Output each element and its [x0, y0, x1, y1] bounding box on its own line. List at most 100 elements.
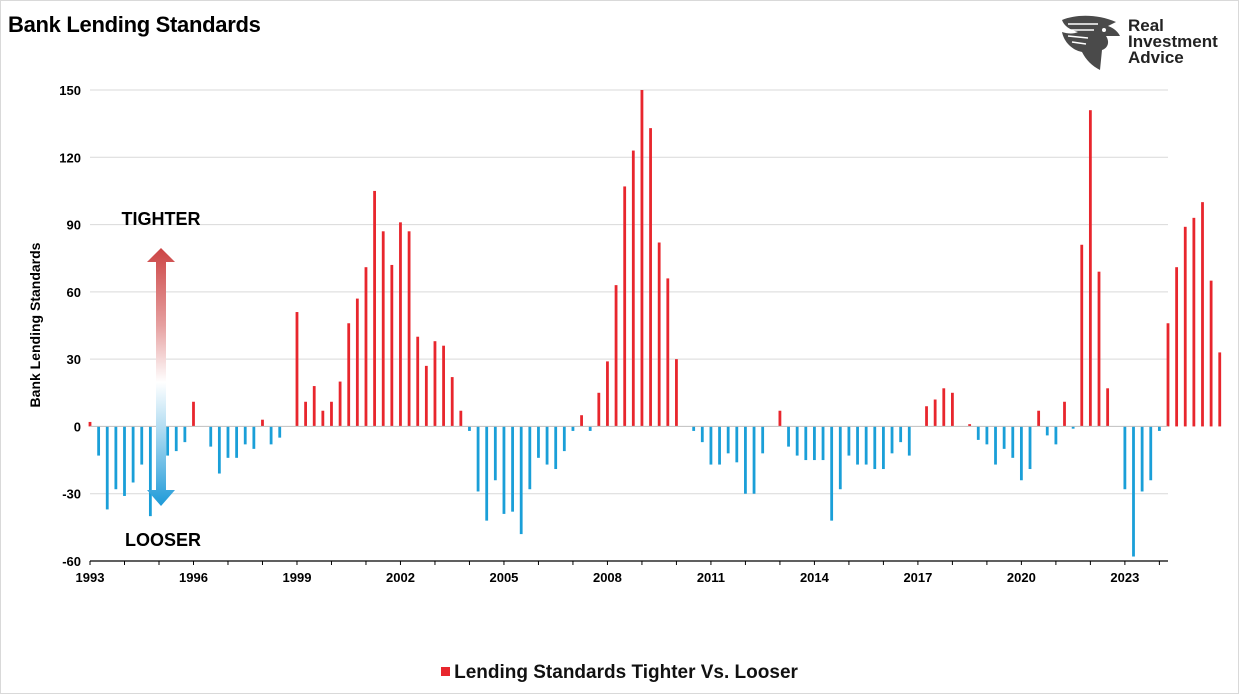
bar [649, 128, 652, 427]
bar [562, 426, 566, 452]
x-tick-label: 2005 [489, 570, 518, 585]
bar [1088, 110, 1092, 427]
bar [580, 415, 583, 427]
bar [1071, 426, 1075, 429]
bar [295, 312, 299, 427]
bar [166, 426, 170, 456]
bar [890, 426, 894, 454]
bar [399, 222, 402, 427]
brand-logo-text: Real Investment Advice [1128, 17, 1218, 67]
legend-label: Lending Standards Tighter Vs. Looser [454, 662, 798, 683]
bar [864, 426, 868, 465]
bar [821, 426, 825, 461]
y-tick-label: 150 [59, 83, 81, 98]
bar [312, 386, 316, 427]
bar [813, 426, 816, 461]
bar [131, 426, 135, 483]
bar [476, 426, 480, 492]
bar [493, 426, 497, 481]
bar [416, 336, 420, 427]
bar [692, 426, 696, 431]
y-tick-label: -60 [62, 554, 81, 569]
bar [183, 426, 187, 443]
bar [942, 388, 946, 427]
bar [597, 392, 601, 427]
bar [174, 426, 178, 452]
bar [1209, 280, 1213, 427]
bar [1140, 426, 1144, 492]
bar [1175, 267, 1179, 427]
looser-annotation: LOOSER [125, 530, 201, 550]
bar [718, 426, 721, 465]
bar [450, 377, 454, 427]
bar [519, 426, 523, 535]
bar [873, 426, 877, 470]
bar [511, 426, 514, 512]
bar [304, 401, 307, 427]
bar [88, 421, 92, 427]
bar [994, 426, 997, 465]
bar [424, 365, 428, 427]
legend: Lending Standards Tighter Vs. Looser [0, 662, 1239, 684]
bar [795, 426, 799, 456]
bar [226, 426, 230, 458]
bar [459, 410, 463, 427]
bar [1123, 426, 1127, 490]
bar [1149, 426, 1153, 481]
y-tick-label: 30 [67, 352, 81, 367]
bar [1054, 426, 1058, 445]
bar [347, 323, 351, 427]
y-tick-label: 0 [74, 419, 81, 434]
bar [1045, 426, 1049, 436]
bar [252, 426, 256, 449]
bar [1201, 202, 1204, 427]
bar [1002, 426, 1006, 449]
bar [838, 426, 842, 490]
bar [269, 426, 273, 445]
bar [1183, 226, 1187, 427]
bar [278, 426, 282, 438]
bar [381, 231, 385, 427]
bar [951, 392, 954, 427]
bar [856, 426, 859, 465]
brand-line: Advice [1128, 48, 1184, 67]
y-tick-label: 60 [67, 285, 81, 300]
bar [433, 341, 437, 427]
y-tick-label: 120 [59, 150, 81, 165]
bar [1166, 323, 1170, 427]
bar [105, 426, 109, 510]
bar [899, 426, 903, 443]
x-tick-label: 1996 [179, 570, 208, 585]
bar [321, 410, 325, 427]
bar [537, 426, 540, 458]
bar [830, 426, 834, 521]
bar [744, 426, 747, 494]
bar [338, 381, 342, 427]
bar [752, 426, 756, 494]
x-tick-label: 2008 [593, 570, 622, 585]
tighter-annotation: TIGHTER [122, 209, 201, 229]
y-tick-label: -30 [62, 487, 81, 502]
bar [1132, 426, 1135, 557]
bar [407, 231, 411, 427]
y-tick-labels: -60 -30 0 30 60 90 120 150 [59, 83, 81, 569]
bar [1192, 217, 1196, 427]
bar [192, 401, 195, 427]
bar [631, 150, 635, 427]
legend-swatch [441, 667, 451, 676]
bar [123, 426, 126, 496]
bar [442, 345, 445, 427]
bar [1080, 244, 1084, 427]
bar [217, 426, 221, 474]
bar [148, 426, 152, 517]
x-tick-label: 2011 [697, 570, 725, 585]
bar [804, 426, 808, 461]
y-tick-label: 90 [67, 218, 81, 233]
bar [778, 410, 782, 427]
brand-logo: Real Investment Advice [1058, 14, 1228, 76]
bar [355, 298, 359, 427]
bar [140, 426, 144, 465]
bar [554, 426, 558, 470]
bar [726, 426, 730, 454]
bar [907, 426, 911, 456]
